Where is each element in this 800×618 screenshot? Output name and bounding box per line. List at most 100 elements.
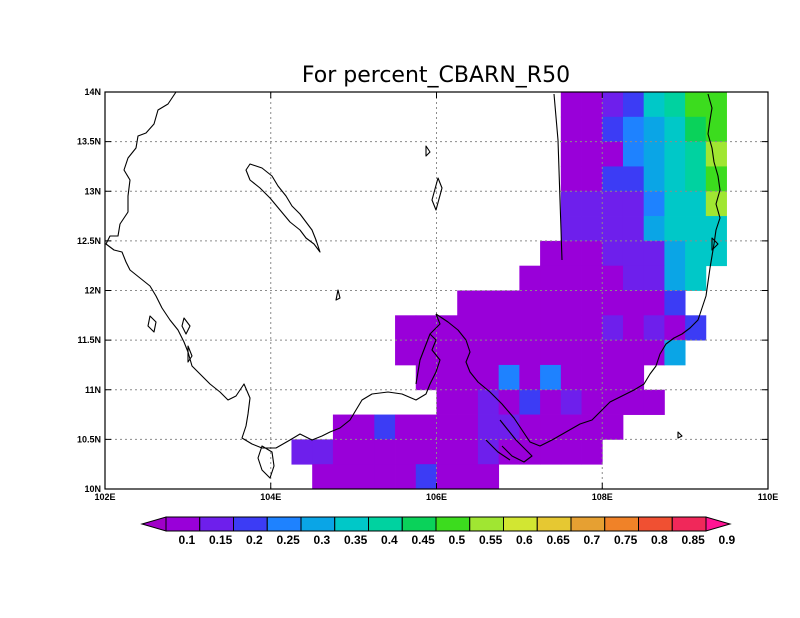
heatmap-cell [643, 216, 665, 242]
heatmap-cell [685, 166, 707, 192]
heatmap-cell [457, 315, 479, 341]
lon-tick-label: 108E [592, 492, 613, 502]
heatmap-cell [581, 265, 603, 291]
heatmap-cell [602, 92, 624, 118]
heatmap-cell [622, 315, 645, 341]
heatmap-cell [685, 141, 707, 167]
heatmap-cell [602, 240, 624, 267]
heatmap-cell [560, 290, 582, 316]
heatmap-cell [540, 340, 562, 366]
heatmap-cell [622, 265, 645, 291]
heatmap-cell [332, 464, 355, 490]
heatmap-cell [560, 364, 582, 391]
heatmap-cell [540, 414, 562, 440]
heatmap-cell [415, 414, 437, 440]
heatmap-cell [560, 340, 582, 366]
colorbar-label: 0.9 [719, 533, 736, 547]
heatmap-cell [643, 141, 665, 167]
heatmap-cell [353, 414, 375, 440]
heatmap-cell [560, 240, 582, 267]
heatmap-cell [602, 389, 624, 415]
heatmap-cell [643, 340, 665, 366]
heatmap-cell [415, 439, 437, 465]
colorbar-box [334, 516, 369, 532]
heatmap-cell [643, 166, 665, 192]
heatmap-cell [312, 439, 334, 465]
heatmap-cell [581, 340, 603, 366]
heatmap-cell [622, 141, 645, 167]
heatmap-cell [664, 116, 686, 143]
heatmap-cell [395, 439, 417, 465]
heatmap-cell [457, 414, 479, 440]
heatmap-cell [540, 265, 562, 291]
colorbar-arrow-left [140, 516, 167, 532]
heatmap-cell [685, 216, 707, 242]
heatmap-cell [498, 315, 520, 341]
heatmap-cell [705, 166, 727, 192]
heatmap-cell [685, 240, 707, 267]
colorbar-label: 0.15 [209, 533, 233, 547]
heatmap-cell [436, 439, 458, 465]
heatmap-cell [540, 364, 562, 391]
heatmap-cell [477, 389, 500, 415]
heatmap-cell [664, 166, 686, 192]
heatmap-cell [457, 364, 479, 391]
heatmap-cell [436, 414, 458, 440]
heatmap-cell [415, 464, 437, 490]
heatmap-cell [622, 116, 645, 143]
colorbar: 0.1 0.15 0.2 0.25 0.3 0.35 0.4 0.45 0.5 0.55 0.6 0.… [140, 516, 736, 547]
heatmap-cell [622, 92, 645, 118]
heatmap-cell [643, 265, 665, 291]
heatmap-cell [685, 191, 707, 217]
heatmap-cell [353, 439, 375, 465]
heatmap-cell [581, 141, 603, 167]
colorbar-box [266, 516, 302, 532]
colorbar-box [368, 516, 403, 532]
heatmap-cell [498, 414, 520, 440]
heatmap-cell [519, 364, 541, 391]
heatmap-cell [705, 116, 727, 143]
lat-tick-label: 14N [84, 87, 101, 97]
heatmap-cell [519, 265, 541, 291]
heatmap-cell [685, 265, 707, 291]
heatmap-cell [498, 364, 520, 391]
lat-tick-label: 11.5N [77, 335, 101, 345]
axis-ticks: 102E 104E 106E 108E 110E 10N 10.5N 11N 11.5N 12N 1… [77, 87, 778, 502]
lat-tick-label: 12.5N [77, 236, 101, 246]
heatmap-cell [664, 216, 686, 242]
heatmap-cell [560, 141, 582, 167]
heatmap-cell [705, 240, 727, 267]
heatmap-cell [581, 389, 603, 415]
heatmap-cell [602, 364, 624, 391]
lat-tick-label: 10N [84, 484, 101, 494]
heatmap-cell [560, 191, 582, 217]
heatmap-cell [477, 340, 500, 366]
heatmap-cell [560, 166, 582, 192]
heatmap-cell [622, 166, 645, 192]
lat-tick-label: 13N [84, 186, 101, 196]
heatmap-cell [395, 464, 417, 490]
heatmap-cell [602, 141, 624, 167]
heatmap-cell [415, 364, 437, 391]
heatmap-cell [664, 92, 686, 118]
heatmap-cell [685, 315, 707, 341]
colorbar-label: 0.6 [516, 533, 533, 547]
heatmap-cell [519, 389, 541, 415]
heatmap-cell [457, 439, 479, 465]
heatmap-cell [498, 340, 520, 366]
lat-tick-label: 11N [85, 385, 101, 395]
heatmap-cell [498, 439, 520, 465]
heatmap-cell [519, 290, 541, 316]
heatmap-cell [560, 116, 582, 143]
heatmap-cell [457, 340, 479, 366]
heatmap-cell [705, 141, 727, 167]
heatmap-cell [664, 340, 686, 366]
heatmap-cell [436, 364, 458, 391]
heatmap-cell [560, 315, 582, 341]
heatmap-cell [643, 92, 665, 118]
heatmap-cell [560, 414, 582, 440]
heatmap-cell [540, 389, 562, 415]
heatmap-cell [581, 116, 603, 143]
colorbar-box [300, 516, 336, 532]
heatmap-cell [560, 439, 582, 465]
